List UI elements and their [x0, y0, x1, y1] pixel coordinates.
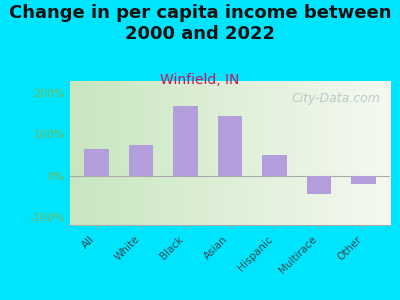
- Bar: [307, 176, 331, 194]
- Bar: [84, 149, 109, 176]
- Text: Winfield, IN: Winfield, IN: [160, 74, 240, 88]
- Bar: [351, 176, 376, 184]
- Bar: [129, 145, 153, 176]
- Bar: [262, 155, 287, 175]
- Bar: [173, 106, 198, 176]
- Text: City-Data.com: City-Data.com: [292, 92, 380, 105]
- Bar: [218, 116, 242, 176]
- Text: Change in per capita income between
2000 and 2022: Change in per capita income between 2000…: [9, 4, 391, 43]
